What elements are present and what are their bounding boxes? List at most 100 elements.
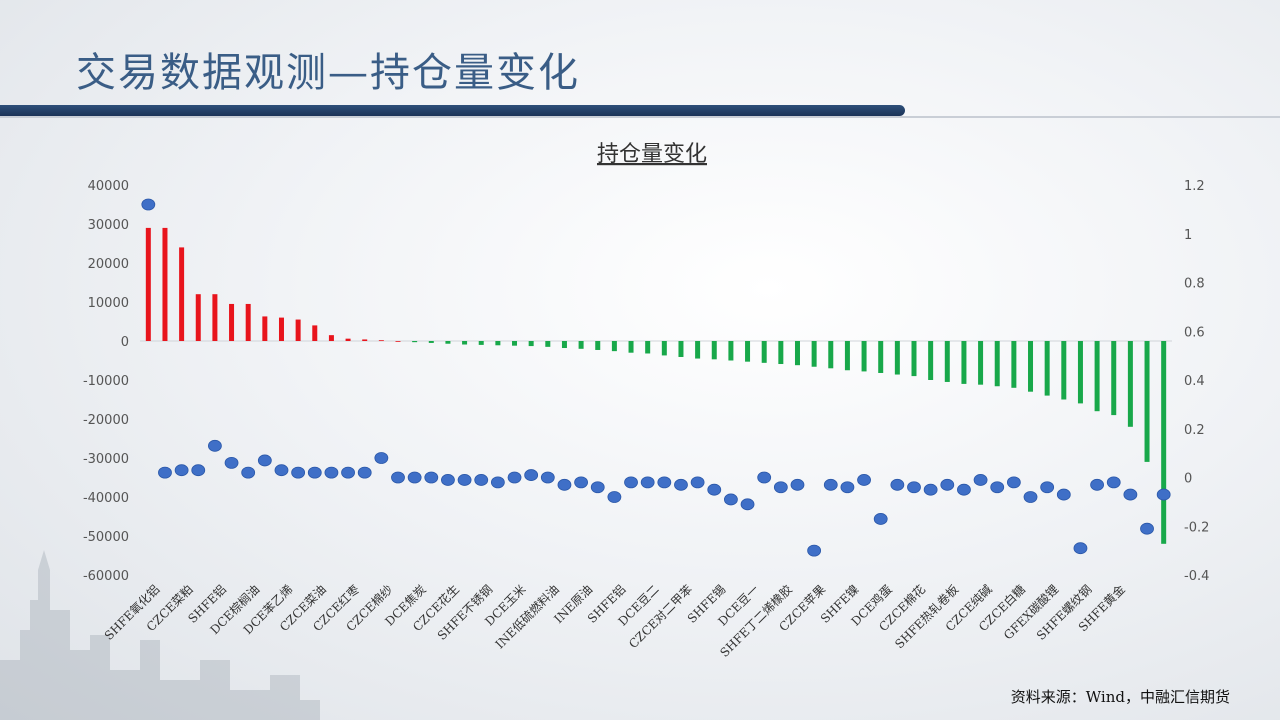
chart-bar: [1028, 341, 1034, 392]
source-note: 资料来源：Wind，中融汇信期货: [1010, 688, 1230, 706]
chart-bar: [245, 303, 251, 341]
chart-point: [740, 498, 755, 511]
chart-bar: [362, 339, 368, 341]
chart-point: [907, 481, 921, 494]
y-left-tick-label: -50000: [83, 530, 129, 545]
chart-point: [957, 483, 971, 496]
chart-bar: [1094, 341, 1100, 412]
chart-bar: [345, 338, 351, 341]
chart-bar: [711, 341, 717, 360]
chart-point: [873, 513, 888, 525]
chart-point: [1023, 491, 1038, 503]
chart-point: [407, 471, 422, 484]
chart-point: [307, 466, 322, 479]
chart-point: [274, 464, 289, 477]
chart-point: [674, 478, 688, 491]
chart-bar: [179, 247, 185, 341]
chart-point: [574, 476, 588, 489]
chart-bar: [1111, 341, 1117, 416]
chart-point: [890, 478, 905, 491]
chart-bar: [728, 341, 734, 361]
chart-point: [657, 476, 672, 489]
chart-point: [690, 476, 705, 489]
chart-bar: [645, 341, 651, 354]
chart-point: [923, 483, 938, 496]
chart-point: [823, 478, 838, 491]
chart-bar: [1044, 341, 1050, 396]
chart-point: [524, 469, 539, 481]
chart-point: [724, 493, 738, 506]
chart-bar: [528, 341, 534, 347]
chart-point: [790, 478, 805, 491]
chart-bar: [295, 319, 301, 341]
chart-point: [773, 481, 788, 494]
chart-point: [141, 198, 156, 211]
chart-point: [607, 491, 622, 503]
chart-bar: [212, 294, 218, 341]
chart-point: [158, 466, 172, 479]
chart-bar: [495, 341, 501, 346]
chart-bar: [145, 227, 151, 341]
chart-bar: [312, 325, 318, 341]
y-right-tick-label: -0.2: [1184, 520, 1209, 535]
y-left-tick-label: -30000: [83, 452, 129, 467]
chart-bar: [545, 341, 551, 347]
chart-point: [324, 466, 339, 479]
chart-point: [1056, 488, 1071, 501]
y-left-tick-label: -10000: [83, 374, 129, 389]
chart-point: [1156, 488, 1171, 501]
chart-point: [973, 474, 988, 486]
chart-bar: [328, 335, 334, 341]
chart-point: [1073, 542, 1088, 555]
chart-bar: [1144, 341, 1150, 462]
chart-point: [357, 466, 372, 479]
y-right-tick-label: 0: [1184, 472, 1192, 487]
chart-point: [707, 483, 722, 496]
chart-point: [224, 456, 239, 469]
chart-bar: [229, 303, 235, 341]
chart-point: [590, 481, 605, 494]
chart-bar: [262, 316, 268, 341]
chart-bar: [412, 341, 418, 343]
y-right-tick-label: 0.2: [1184, 423, 1205, 438]
chart-bar: [195, 294, 201, 341]
chart-bar: [794, 341, 800, 366]
chart-bar: [878, 341, 884, 373]
chart-bar: [428, 341, 434, 343]
chart-point: [1006, 476, 1021, 489]
chart-point: [940, 478, 955, 491]
chart-bar: [278, 317, 284, 341]
chart-title: 持仓量变化: [597, 142, 707, 167]
chart-point: [291, 466, 306, 479]
chart-point: [457, 474, 472, 486]
chart-bar: [944, 341, 950, 382]
chart-bar: [811, 341, 817, 367]
chart-bar: [828, 341, 834, 369]
y-right-tick-label: 0.4: [1184, 374, 1205, 389]
chart-bar: [445, 341, 451, 344]
chart-bar: [611, 341, 617, 352]
chart-point: [990, 481, 1005, 494]
chart-bar: [778, 341, 784, 365]
title-divider: [0, 116, 1280, 118]
chart-bar: [961, 341, 967, 384]
chart-point: [490, 476, 505, 489]
y-right-tick-label: 1: [1184, 228, 1192, 243]
chart-point: [208, 439, 222, 452]
chart-bar: [678, 341, 684, 357]
chart-point: [174, 464, 189, 477]
chart-point: [257, 454, 272, 467]
chart-point: [1140, 522, 1154, 535]
chart-bar: [911, 341, 917, 377]
y-right-tick-label: -0.4: [1184, 569, 1209, 584]
chart-bar: [1077, 341, 1083, 404]
chart-bar: [162, 227, 168, 341]
y-left-tick-label: 0: [121, 335, 129, 350]
chart-bar: [894, 341, 900, 375]
chart-bar: [761, 341, 767, 363]
chart-point: [640, 476, 655, 489]
chart-bar: [395, 341, 401, 342]
chart-bar: [844, 341, 850, 371]
chart-point: [1090, 478, 1104, 491]
